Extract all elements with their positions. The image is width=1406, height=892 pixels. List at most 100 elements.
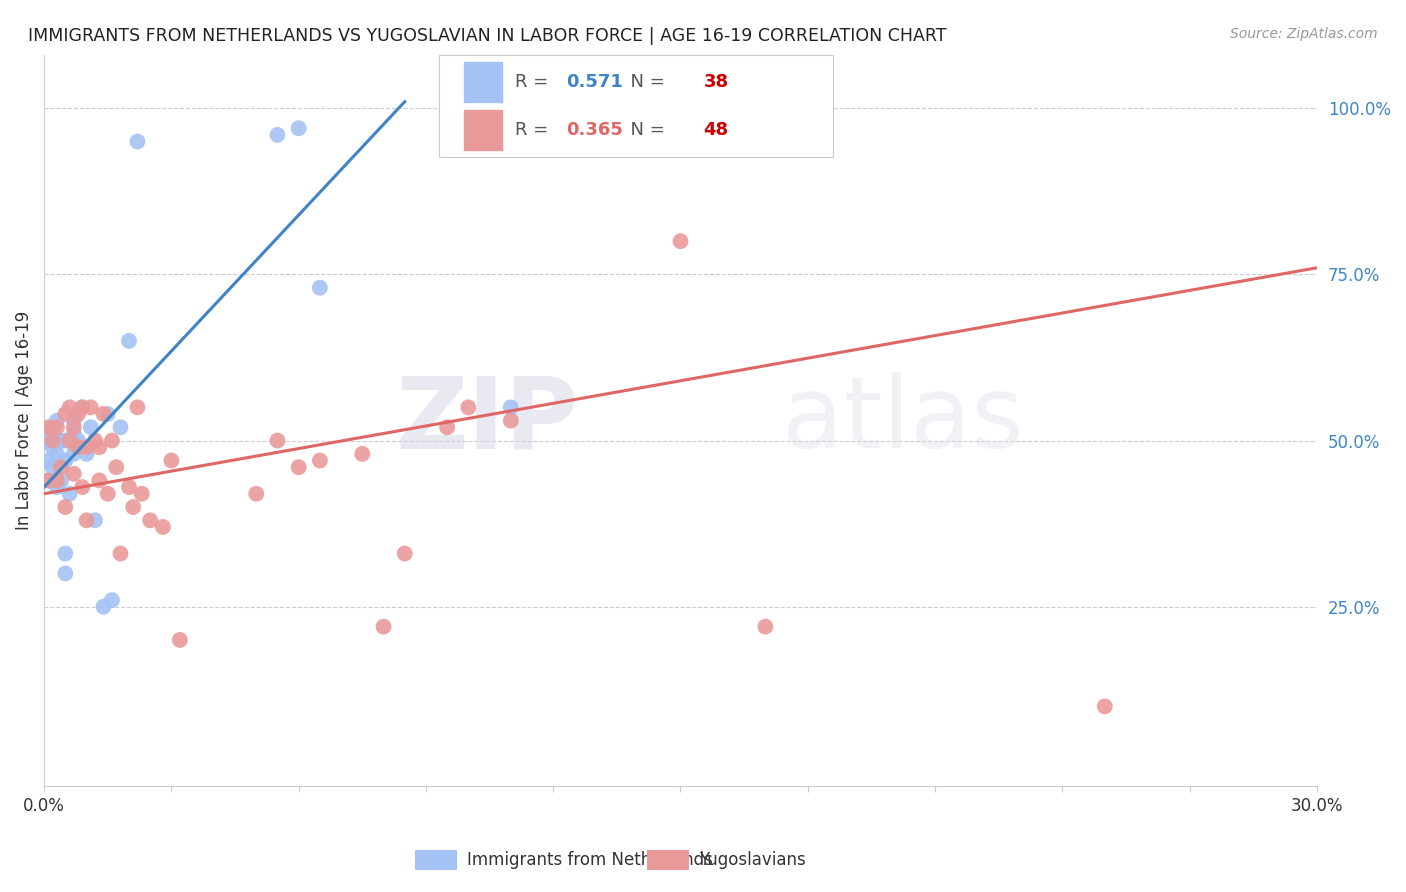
Text: ZIP: ZIP (396, 372, 579, 469)
Point (89, 474, 111, 488)
Point (62, 414, 84, 428)
Point (53, 407, 76, 421)
Text: R =: R = (515, 120, 554, 138)
Text: atlas: atlas (782, 372, 1024, 469)
Point (62, 420, 84, 434)
Point (62, 426, 84, 441)
Point (118, 480, 141, 494)
Point (352, 447, 374, 461)
Point (541, 121, 564, 136)
Point (80, 401, 103, 415)
Point (127, 135, 149, 149)
Point (84, 513, 107, 527)
Point (45, 480, 67, 494)
Text: N =: N = (620, 120, 671, 138)
Text: 48: 48 (703, 120, 728, 138)
Point (110, 547, 132, 561)
Point (76, 513, 98, 527)
Point (53, 547, 76, 561)
Point (97, 407, 120, 421)
Point (499, 414, 522, 428)
Point (58, 434, 80, 448)
Point (45, 474, 67, 488)
Point (169, 632, 191, 647)
Point (37, 420, 59, 434)
Point (80, 420, 103, 434)
Point (62, 447, 84, 461)
Point (67, 440, 90, 454)
Text: Source: ZipAtlas.com: Source: ZipAtlas.com (1230, 27, 1378, 41)
Point (67, 434, 90, 448)
Point (41, 434, 63, 448)
Text: 0.365: 0.365 (567, 120, 623, 138)
Point (84, 434, 107, 448)
Point (436, 420, 458, 434)
Point (754, 620, 776, 634)
Point (45, 414, 67, 428)
Point (76, 447, 98, 461)
Point (58, 487, 80, 501)
Point (37, 453, 59, 467)
Point (152, 520, 174, 534)
Point (669, 234, 692, 248)
Text: 0.571: 0.571 (567, 73, 623, 91)
Point (287, 460, 309, 475)
Point (160, 453, 183, 467)
Point (89, 440, 111, 454)
Point (49, 460, 72, 475)
Point (49, 474, 72, 488)
Point (45, 434, 67, 448)
Point (499, 401, 522, 415)
Point (76, 440, 98, 454)
Point (457, 401, 479, 415)
Point (101, 593, 124, 607)
Point (72, 480, 94, 494)
Point (37, 474, 59, 488)
Point (49, 434, 72, 448)
Text: Yugoslavians: Yugoslavians (699, 851, 806, 869)
Point (53, 566, 76, 581)
Point (245, 487, 267, 501)
Point (53, 500, 76, 514)
Point (373, 620, 395, 634)
Point (37, 474, 59, 488)
Point (309, 281, 332, 295)
Bar (464, 110, 502, 150)
Point (122, 500, 145, 514)
Point (41, 440, 63, 454)
Point (131, 487, 153, 501)
Point (93, 599, 115, 614)
Point (105, 460, 128, 475)
Point (67, 407, 90, 421)
Text: IMMIGRANTS FROM NETHERLANDS VS YUGOSLAVIAN IN LABOR FORCE | AGE 16-19 CORRELATIO: IMMIGRANTS FROM NETHERLANDS VS YUGOSLAVI… (28, 27, 946, 45)
Point (53, 453, 76, 467)
Point (139, 513, 162, 527)
Point (266, 128, 288, 142)
Point (457, 121, 479, 136)
Point (45, 420, 67, 434)
Point (72, 401, 94, 415)
Point (97, 487, 120, 501)
Point (58, 434, 80, 448)
Bar (464, 62, 502, 103)
Point (101, 434, 124, 448)
Text: R =: R = (515, 73, 554, 91)
Point (1094, 699, 1116, 714)
Text: Immigrants from Netherlands: Immigrants from Netherlands (467, 851, 713, 869)
Point (127, 401, 149, 415)
Point (45, 447, 67, 461)
Point (309, 453, 332, 467)
Point (37, 434, 59, 448)
Point (53, 434, 76, 448)
Text: 38: 38 (703, 73, 728, 91)
Point (394, 547, 416, 561)
Y-axis label: In Labor Force | Age 16-19: In Labor Force | Age 16-19 (15, 311, 32, 530)
Point (62, 467, 84, 481)
Point (58, 401, 80, 415)
Point (118, 334, 141, 348)
Point (41, 420, 63, 434)
Point (266, 434, 288, 448)
FancyBboxPatch shape (439, 55, 834, 158)
Point (110, 420, 132, 434)
Point (287, 121, 309, 136)
